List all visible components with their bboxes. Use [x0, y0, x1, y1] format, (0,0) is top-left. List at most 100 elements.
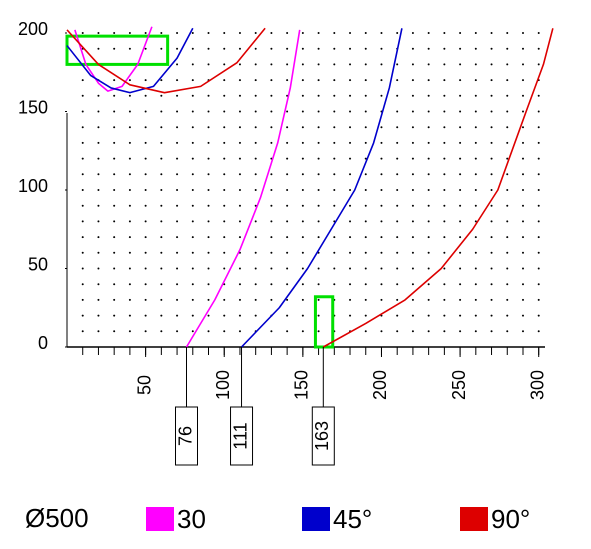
- grid-dot: [490, 79, 493, 82]
- grid-dot: [427, 79, 430, 82]
- grid-dot: [364, 110, 367, 113]
- grid-dot: [521, 173, 524, 176]
- grid-dot: [396, 283, 399, 286]
- grid-dot: [521, 267, 524, 270]
- grid-dot: [443, 251, 446, 254]
- grid-dot: [254, 141, 257, 144]
- grid-dot: [254, 126, 257, 129]
- grid-dot: [459, 157, 462, 160]
- grid-dot: [427, 63, 430, 66]
- grid-dot: [144, 267, 147, 270]
- grid-dot: [160, 298, 163, 301]
- grid-dot: [301, 157, 304, 160]
- grid-dot: [286, 126, 289, 129]
- grid-dot: [537, 32, 540, 34]
- grid-dot: [380, 251, 383, 254]
- grid-dot: [459, 63, 462, 66]
- grid-dot: [459, 141, 462, 144]
- grid-dot: [81, 267, 84, 270]
- grid-dot: [191, 110, 194, 113]
- grid-dot: [301, 204, 304, 207]
- grid-dot: [427, 173, 430, 176]
- grid-dot: [113, 157, 116, 160]
- grid-dot: [223, 157, 226, 160]
- grid-dot: [521, 47, 524, 50]
- grid-dot: [128, 110, 131, 113]
- grid-dot: [81, 157, 84, 160]
- grid-dot: [238, 220, 241, 223]
- grid-dot: [443, 173, 446, 176]
- grid-dot: [506, 63, 509, 66]
- grid-dot: [238, 141, 241, 144]
- series-line: [322, 28, 554, 348]
- grid-dot: [427, 251, 430, 254]
- grid-dot: [160, 220, 163, 223]
- marker-box: [311, 406, 335, 466]
- grid-dot: [144, 314, 147, 317]
- grid-dot: [128, 173, 131, 176]
- grid-dot: [427, 283, 430, 286]
- grid-dot: [506, 79, 509, 82]
- grid-dot: [238, 126, 241, 129]
- grid-dot: [144, 32, 147, 34]
- grid-dot: [113, 47, 116, 50]
- grid-dot: [81, 110, 84, 113]
- grid-dot: [270, 283, 273, 286]
- grid-dot: [537, 141, 540, 144]
- grid-dot: [396, 110, 399, 113]
- grid-dot: [443, 298, 446, 301]
- grid-dot: [301, 47, 304, 50]
- grid-dot: [506, 157, 509, 160]
- grid-dot: [113, 283, 116, 286]
- grid-dot: [317, 236, 320, 239]
- grid-dot: [81, 236, 84, 239]
- grid-dot: [223, 79, 226, 82]
- grid-dot: [81, 220, 84, 223]
- grid-dot: [191, 141, 194, 144]
- grid-dot: [270, 47, 273, 50]
- grid-dot: [396, 126, 399, 129]
- grid-dot: [396, 79, 399, 82]
- grid-dot: [364, 251, 367, 254]
- grid-dot: [537, 110, 540, 113]
- grid-dot: [160, 267, 163, 270]
- grid-dot: [128, 330, 131, 333]
- grid-dot: [411, 251, 414, 254]
- grid-dot: [144, 173, 147, 176]
- grid-dot: [97, 298, 100, 301]
- grid-dot: [317, 189, 320, 191]
- grid-dot: [238, 110, 241, 113]
- grid-dot: [349, 173, 352, 176]
- grid-dot: [506, 314, 509, 317]
- grid-dot: [521, 283, 524, 286]
- grid-dot: [474, 314, 477, 317]
- grid-dot: [521, 32, 524, 34]
- grid-dot: [191, 126, 194, 129]
- grid-dot: [81, 126, 84, 129]
- grid-dot: [207, 126, 210, 129]
- grid-dot: [128, 32, 131, 34]
- grid-dot: [191, 47, 194, 50]
- grid-dot: [191, 236, 194, 239]
- grid-dot: [333, 126, 336, 129]
- grid-dot: [81, 283, 84, 286]
- series-line: [66, 27, 266, 94]
- grid-dot: [443, 314, 446, 317]
- grid-dot: [317, 298, 320, 301]
- grid-dot: [223, 173, 226, 176]
- grid-dot: [349, 298, 352, 301]
- grid-dot: [411, 94, 414, 97]
- grid-dot: [301, 314, 304, 317]
- grid-dot: [521, 314, 524, 317]
- grid-dot: [490, 236, 493, 239]
- grid-dot: [349, 204, 352, 207]
- grid-dot: [333, 189, 336, 191]
- grid-dot: [349, 236, 352, 239]
- grid-dot: [396, 298, 399, 301]
- grid-dot: [191, 251, 194, 254]
- grid-dot: [176, 298, 179, 301]
- grid-dot: [490, 32, 493, 34]
- grid-dot: [537, 126, 540, 129]
- grid-dot: [270, 220, 273, 223]
- grid-dot: [97, 94, 100, 97]
